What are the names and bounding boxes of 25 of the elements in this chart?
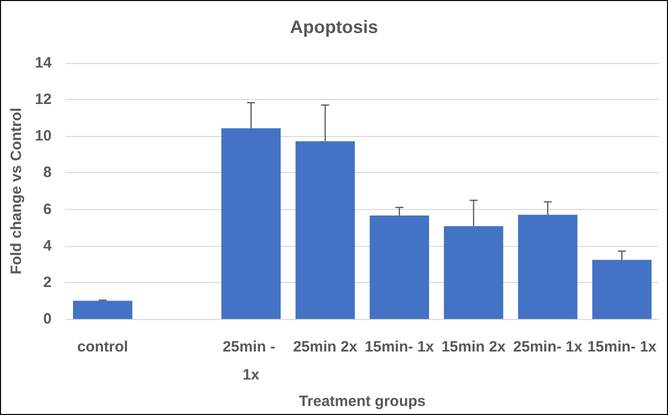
y-tick-label: 2 — [43, 274, 52, 291]
bar — [518, 214, 578, 319]
x-tick-label: 25min 2x — [293, 338, 358, 356]
x-tick-label: 25min- 1x — [513, 338, 583, 356]
bar — [221, 128, 281, 319]
bar — [592, 260, 652, 319]
bar — [370, 216, 430, 319]
bar — [444, 226, 504, 319]
y-axis-title: Fold change vs Control — [8, 108, 25, 274]
bar — [73, 300, 132, 319]
x-tick-label: 15min- 1x — [364, 338, 435, 356]
x-tick-label: 15min 2x — [441, 338, 506, 356]
x-tick-label: control — [77, 338, 128, 356]
y-tick-label: 14 — [34, 54, 52, 72]
bar — [296, 141, 355, 319]
y-tick-label: 8 — [43, 164, 52, 182]
x-axis-title: Treatment groups — [298, 392, 426, 410]
y-tick-label: 0 — [43, 310, 52, 328]
y-tick-label: 12 — [34, 91, 52, 108]
x-tick-label: 25min - 1x — [222, 338, 280, 384]
y-tick-label: 6 — [43, 200, 52, 218]
x-tick-label: 15min- 1x — [587, 338, 658, 356]
y-tick-label: 4 — [43, 237, 52, 254]
chart-title: Apoptosis — [290, 17, 378, 37]
y-tick-label: 10 — [34, 128, 52, 145]
